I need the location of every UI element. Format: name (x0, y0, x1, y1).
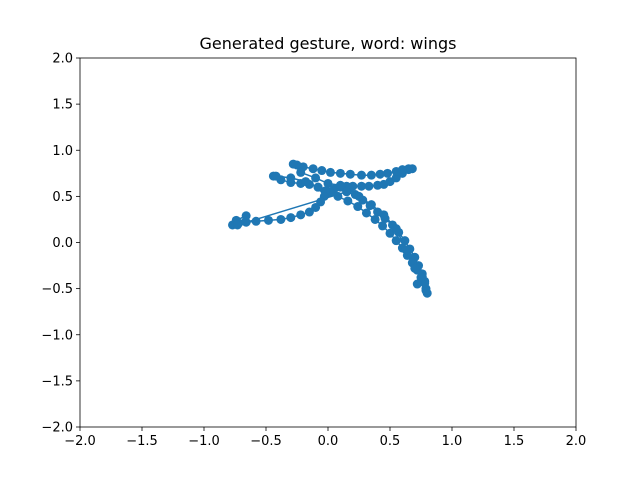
x-tick-label: 0.0 (318, 434, 339, 449)
data-point (311, 173, 321, 183)
data-point (412, 279, 422, 289)
y-tick-label: −1.5 (41, 374, 73, 389)
data-point (391, 166, 401, 176)
y-tick-label: −1.0 (41, 328, 73, 343)
y-tick-label: 2.0 (52, 52, 73, 67)
data-point (296, 167, 306, 177)
plot-area (228, 159, 432, 298)
data-point (375, 169, 385, 179)
y-tick-label: 0.0 (52, 236, 73, 251)
data-point (276, 214, 286, 224)
data-point (311, 202, 321, 212)
data-point (361, 208, 371, 218)
data-point (313, 182, 323, 192)
data-point (354, 191, 364, 201)
data-point (335, 168, 345, 178)
x-axis: −2.0 −1.5 −1.0 −0.5 0.0 0.5 1.0 1.5 2.0 (64, 427, 586, 449)
data-point (343, 196, 353, 206)
data-point (308, 164, 318, 174)
data-point (288, 159, 298, 169)
y-tick-label: −2.0 (41, 421, 73, 436)
data-point (345, 169, 355, 179)
data-point (296, 210, 306, 220)
data-point (356, 181, 366, 191)
x-tick-label: −2.0 (64, 434, 96, 449)
data-point (333, 191, 343, 201)
data-point (410, 263, 420, 273)
data-point (353, 202, 363, 212)
data-point (400, 236, 410, 246)
data-point (301, 177, 311, 187)
data-point (263, 215, 273, 225)
data-point (385, 228, 395, 238)
data-point (325, 167, 335, 177)
data-point (286, 213, 296, 223)
data-point (401, 245, 411, 255)
data-point (364, 181, 374, 191)
data-point (356, 170, 366, 180)
data-point (421, 285, 431, 295)
x-tick-label: 2.0 (566, 434, 587, 449)
data-point (335, 180, 345, 190)
data-point (391, 224, 401, 234)
data-point (378, 221, 388, 231)
data-point (391, 236, 401, 246)
x-tick-label: 1.0 (442, 434, 463, 449)
data-point (241, 217, 251, 227)
chart-title: Generated gesture, word: wings (200, 34, 457, 53)
data-point (366, 200, 376, 210)
data-point (304, 207, 314, 217)
x-tick-label: −0.5 (250, 434, 282, 449)
y-tick-label: −0.5 (41, 282, 73, 297)
y-tick-label: 1.0 (52, 144, 73, 159)
y-tick-label: 0.5 (52, 190, 73, 205)
y-axis: −2.0 −1.5 −1.0 −0.5 0.0 0.5 1.0 1.5 2.0 (41, 52, 80, 436)
data-point (286, 173, 296, 183)
data-point (379, 210, 389, 220)
data-point (241, 211, 251, 221)
data-point (271, 171, 281, 181)
data-point (366, 170, 376, 180)
x-tick-label: −1.5 (126, 434, 158, 449)
x-tick-label: −1.0 (188, 434, 220, 449)
data-point (391, 173, 401, 183)
data-point (370, 214, 380, 224)
data-point (232, 220, 242, 230)
data-point (342, 187, 352, 197)
x-tick-label: 1.5 (504, 434, 525, 449)
y-tick-label: 1.5 (52, 98, 73, 113)
data-point (251, 216, 261, 226)
series-markers (228, 159, 432, 298)
data-point (383, 168, 393, 178)
data-point (317, 166, 327, 176)
data-point (323, 178, 333, 188)
x-tick-label: 0.5 (380, 434, 401, 449)
